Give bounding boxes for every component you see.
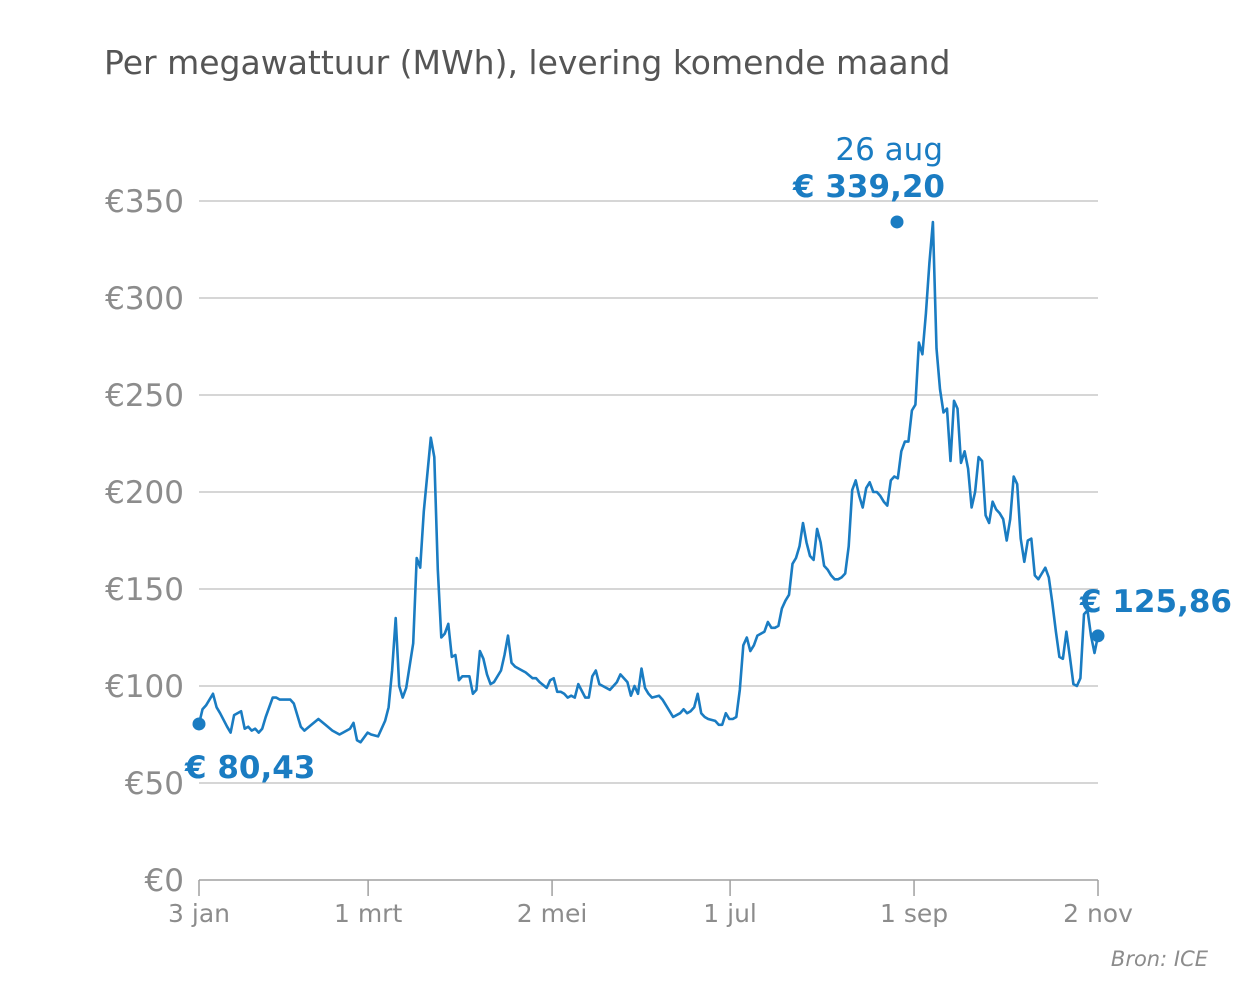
- annotation-label-start: € 80,43: [184, 750, 315, 786]
- x-axis: 3 jan 1 mrt 2 mei 1 jul 1 sep 2 nov: [168, 879, 1133, 928]
- annotation-date-peak: 26 aug: [835, 132, 943, 168]
- x-tick-label: 1 jul: [703, 899, 757, 928]
- series-line: [197, 220, 1100, 744]
- y-tick-label: €150: [105, 572, 184, 608]
- y-tick-label: €300: [105, 281, 184, 317]
- y-tick-label: €200: [105, 475, 184, 511]
- annotations: € 80,43 26 aug€ 339,20 € 125,86: [184, 132, 1232, 786]
- gridlines: [199, 200, 1098, 784]
- y-axis-ticks: €0 €50 €100 €150 €200 €250 €300 €350: [105, 184, 184, 899]
- x-tick-label: 1 mrt: [334, 899, 402, 928]
- series-layer: [197, 220, 1100, 744]
- x-tick-label: 3 jan: [168, 899, 230, 928]
- y-tick-label: €0: [145, 863, 184, 899]
- y-tick-label: €50: [125, 766, 184, 802]
- chart-title: Per megawattuur (MWh), levering komende …: [104, 43, 951, 82]
- x-tick-label: 1 sep: [880, 899, 948, 928]
- annotation-dot-start: [192, 717, 206, 731]
- y-tick-label: €250: [105, 378, 184, 414]
- x-tick-label: 2 mei: [517, 899, 588, 928]
- annotation-label-end: € 125,86: [1079, 584, 1232, 620]
- y-tick-label: €350: [105, 184, 184, 220]
- annotation-dot-peak: [890, 215, 904, 229]
- source-note: Bron: ICE: [1111, 947, 1209, 971]
- annotation-dot-end: [1091, 629, 1105, 643]
- annotation-label-peak: € 339,20: [792, 169, 945, 205]
- x-tick-label: 2 nov: [1063, 899, 1133, 928]
- y-tick-label: €100: [105, 669, 184, 705]
